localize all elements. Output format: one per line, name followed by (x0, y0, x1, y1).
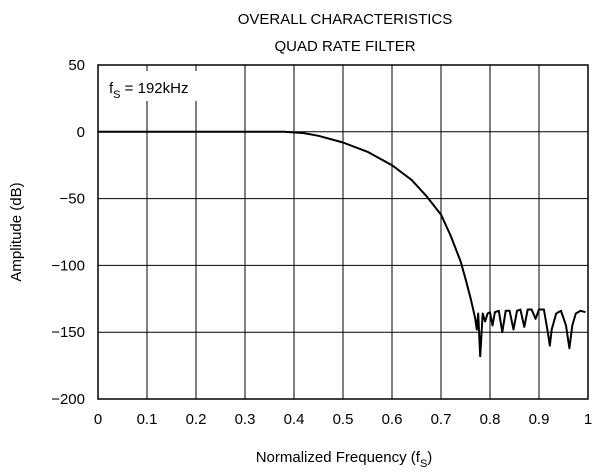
y-tick-labels: 50 0 −50 −100 −150 −200 (51, 57, 85, 408)
y-tick-label: −100 (51, 257, 85, 274)
x-tick-label: 0 (94, 411, 102, 428)
x-tick-label: 0.2 (186, 411, 207, 428)
x-tick-label: 1 (584, 411, 592, 428)
x-axis-label: Normalized Frequency (fS) (256, 449, 433, 470)
y-tick-label: −50 (60, 191, 85, 208)
x-tick-label: 0.8 (480, 411, 501, 428)
x-tick-labels: 0 0.1 0.2 0.3 0.4 0.5 0.6 0.7 0.8 0.9 1 (94, 411, 592, 428)
x-tick-label: 0.7 (431, 411, 452, 428)
sample-rate-annotation: fS = 192kHz (109, 80, 188, 101)
x-tick-label: 0.4 (284, 411, 305, 428)
chart-title: OVERALL CHARACTERISTICS (238, 11, 453, 28)
y-tick-label: −200 (51, 391, 85, 408)
y-axis-label: Amplitude (dB) (8, 182, 25, 281)
x-tick-label: 0.6 (382, 411, 403, 428)
plot-frame (97, 64, 589, 400)
x-tick-label: 0.3 (235, 411, 256, 428)
x-tick-label: 0.9 (529, 411, 550, 428)
y-tick-label: 50 (68, 57, 85, 74)
series-line (98, 130, 586, 358)
chart-subtitle: QUAD RATE FILTER (274, 38, 415, 55)
y-tick-label: 0 (77, 124, 85, 141)
x-tick-label: 0.5 (333, 411, 354, 428)
x-tick-label: 0.1 (137, 411, 158, 428)
y-tick-label: −150 (51, 324, 85, 341)
annotation-box (99, 71, 223, 101)
grid (98, 65, 588, 399)
